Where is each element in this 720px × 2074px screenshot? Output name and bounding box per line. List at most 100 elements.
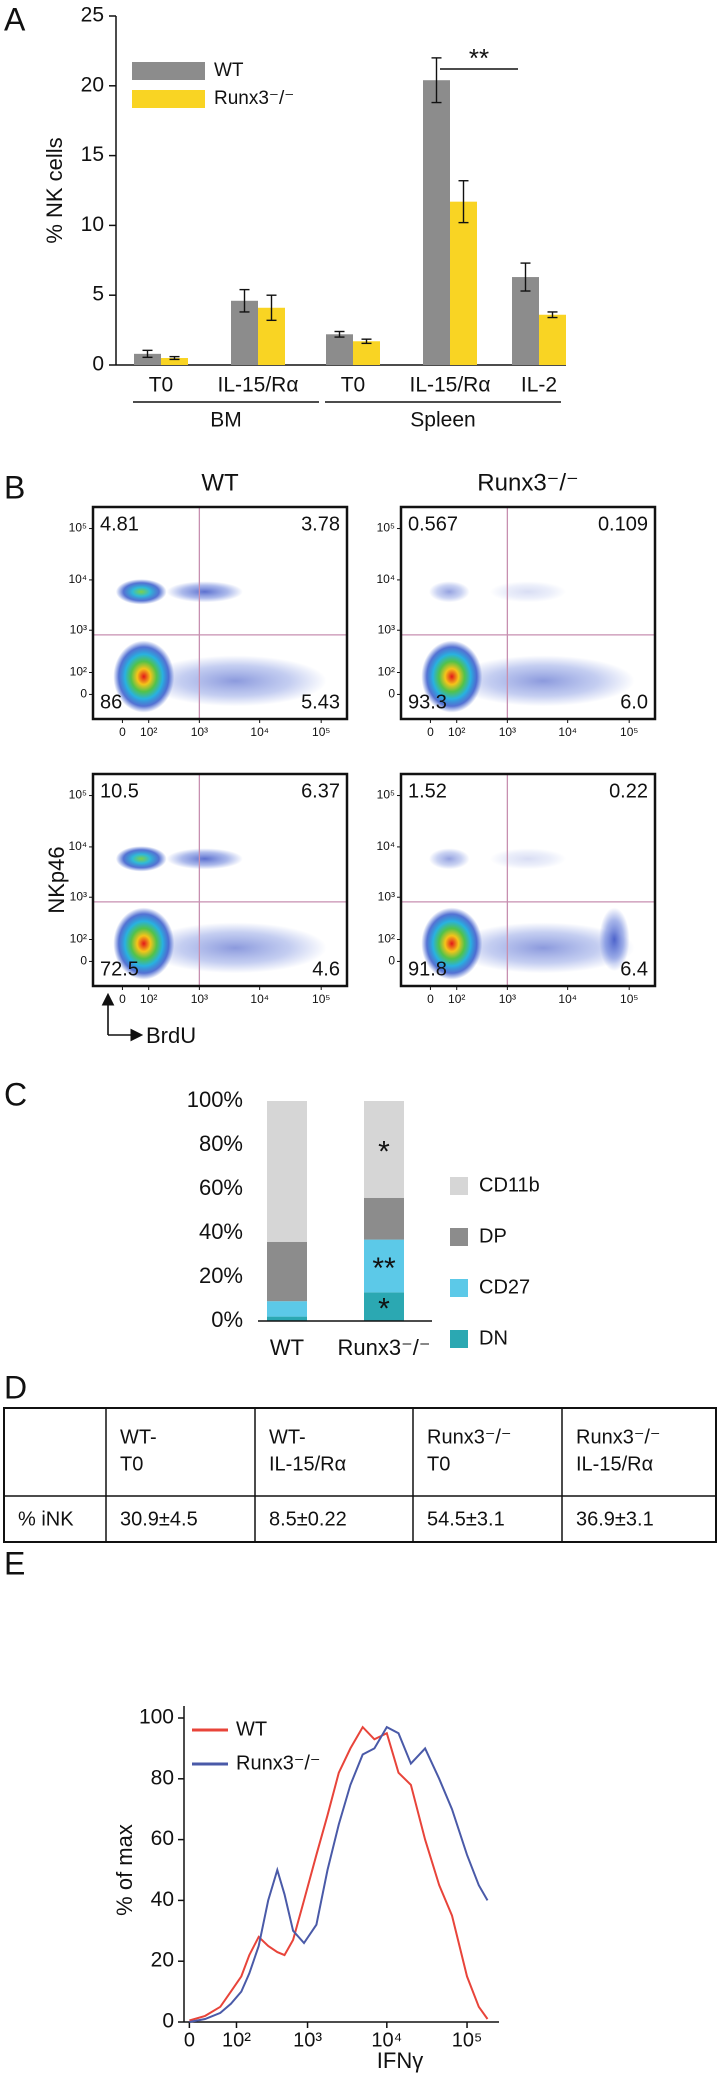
quadrant-label: 0.109	[598, 513, 648, 535]
x-tick-label: 10²	[140, 992, 157, 1006]
y-tick-label: 15	[81, 143, 104, 166]
plot-frame	[91, 505, 349, 721]
x-tick-label: Runx3⁻/⁻	[338, 1335, 431, 1360]
x-tick-label: 10⁵	[312, 725, 330, 739]
quadrant-label: 72.5	[100, 958, 139, 980]
y-tick-label: 10²	[378, 665, 395, 679]
legend-label: Runx3⁻/⁻	[236, 1752, 320, 1774]
x-tick-label: 10⁵	[620, 992, 638, 1006]
significance-label: *	[378, 1293, 390, 1326]
table-frame	[3, 1407, 717, 1543]
panel-label: A	[4, 1, 26, 37]
x-axis-label: BrdU	[146, 1023, 196, 1048]
x-tick-label: 10³	[499, 725, 516, 739]
y-tick-label: 10³	[70, 889, 87, 903]
table-cell: 36.9±3.1	[576, 1508, 654, 1530]
legend-label: DN	[479, 1327, 508, 1349]
histogram-line	[189, 1725, 489, 2023]
y-tick-label: 10⁴	[376, 572, 395, 586]
legend-swatch	[450, 1330, 468, 1348]
y-tick-label: 0%	[211, 1307, 243, 1332]
bar	[134, 353, 161, 365]
x-tick-label: 10⁴	[558, 992, 577, 1006]
plot-frame	[399, 505, 657, 721]
x-tick-label: 0	[427, 992, 434, 1006]
y-tick-label: 25	[81, 4, 104, 27]
x-tick-label: IL-2	[521, 374, 557, 397]
x-tick-label: 10⁵	[452, 2029, 483, 2051]
x-tick-label: 10³	[499, 992, 516, 1006]
y-tick-label: 10³	[70, 622, 87, 636]
table-cell: 54.5±3.1	[427, 1508, 505, 1530]
y-tick-label: 0	[388, 954, 395, 968]
x-tick-label: 10²	[448, 725, 465, 739]
bar-segment	[267, 1241, 307, 1302]
x-tick-label: T0	[149, 374, 174, 397]
cell-density	[489, 848, 567, 870]
bar	[423, 80, 450, 365]
y-tick-label: 0	[80, 954, 87, 968]
y-tick-label: 10⁵	[377, 788, 395, 802]
y-tick-label: 0	[162, 2010, 174, 2033]
y-tick-label: 10²	[378, 932, 395, 946]
quadrant-label: 91.8	[408, 958, 447, 980]
plot-frame	[399, 772, 657, 988]
cell-density	[115, 579, 167, 605]
y-tick-label: 0	[92, 353, 104, 376]
legend-label: Runx3⁻/⁻	[214, 88, 294, 109]
quadrant-label: 3.78	[301, 513, 340, 535]
y-tick-label: 10⁴	[68, 572, 87, 586]
cell-density	[428, 581, 470, 603]
y-tick-label: 20	[81, 73, 104, 96]
x-tick-label: 0	[119, 725, 126, 739]
cell-density	[143, 922, 327, 974]
bar-segment	[364, 1292, 404, 1321]
x-tick-label: T0	[341, 374, 366, 397]
quadrant-label: 10.5	[100, 780, 139, 802]
y-tick-label: 60	[151, 1827, 174, 1850]
y-axis-label: % of max	[112, 1824, 137, 1916]
y-tick-label: 20	[151, 1949, 174, 1972]
x-tick-label: 10⁵	[312, 992, 330, 1006]
cell-density	[451, 922, 635, 974]
cell-density	[166, 581, 243, 603]
x-tick-label: 10²	[222, 2029, 251, 2051]
header-cell: Runx3⁻/⁻	[576, 1426, 660, 1448]
panel-label: E	[4, 1545, 25, 1581]
quadrant-label: 6.4	[620, 958, 648, 980]
legend-label: WT	[236, 1718, 267, 1740]
cell-density	[113, 907, 175, 980]
y-tick-label: 80%	[199, 1131, 243, 1156]
legend-label: WT	[214, 60, 244, 81]
x-tick-label: 10⁴	[371, 2029, 402, 2051]
y-tick-label: 10³	[378, 889, 395, 903]
header-cell: IL-15/Rα	[269, 1453, 346, 1475]
axis-arrows	[101, 992, 144, 1042]
x-tick-label: 10²	[448, 992, 465, 1006]
cell-density	[489, 581, 567, 603]
y-tick-label: 0	[80, 687, 87, 701]
header-cell: WT-	[120, 1426, 157, 1448]
y-axis-label: NKp46	[44, 846, 69, 913]
y-tick-label: 40	[151, 1888, 174, 1911]
bar-segment	[267, 1101, 307, 1242]
table-cell: 30.9±4.5	[120, 1508, 198, 1530]
x-tick-label: IL-15/Rα	[217, 374, 298, 397]
y-tick-label: 10	[81, 213, 104, 236]
quadrant-label: 1.52	[408, 780, 447, 802]
x-tick-label: 10³	[191, 992, 208, 1006]
group-label: Spleen	[410, 409, 475, 432]
legend-label: DP	[479, 1225, 507, 1247]
x-tick-label: 10⁵	[620, 725, 638, 739]
y-tick-label: 60%	[199, 1175, 243, 1200]
x-tick-label: IL-15/Rα	[409, 374, 490, 397]
y-axis-label: % NK cells	[42, 137, 67, 243]
y-tick-label: 10²	[70, 665, 87, 679]
header-cell: T0	[427, 1453, 450, 1475]
x-tick-label: 10⁴	[558, 725, 577, 739]
bar-segment	[267, 1301, 307, 1317]
header-cell: WT-	[269, 1426, 306, 1448]
column-title: Runx3⁻/⁻	[477, 469, 578, 496]
cell-density	[428, 848, 470, 870]
